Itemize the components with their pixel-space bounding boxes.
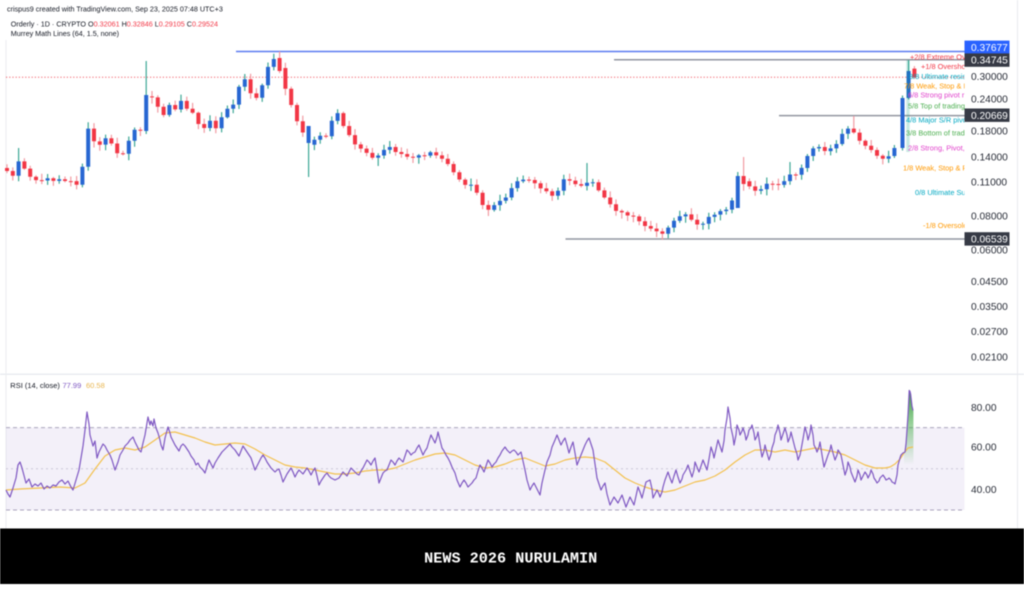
svg-text:0.06539: 0.06539 xyxy=(971,235,1008,246)
svg-text:+1/8 Overshoot: +1/8 Overshoot xyxy=(921,62,972,71)
svg-text:0.08000: 0.08000 xyxy=(971,212,1008,223)
svg-text:0.24000: 0.24000 xyxy=(971,94,1008,105)
svg-text:0/8 Ultimate Support: 0/8 Ultimate Support xyxy=(915,188,982,197)
svg-text:NEWS 2026 NURULAMIN: NEWS 2026 NURULAMIN xyxy=(424,550,597,568)
svg-text:4/8 Major S/R pivot: 4/8 Major S/R pivot xyxy=(906,116,969,125)
svg-text:7/8 Weak, Stop & Reverse: 7/8 Weak, Stop & Reverse xyxy=(904,82,991,91)
svg-text:40.00: 40.00 xyxy=(971,485,997,496)
svg-text:0.02100: 0.02100 xyxy=(971,353,1008,364)
svg-text:0.37677: 0.37677 xyxy=(971,43,1008,54)
svg-text:6/8 Strong pivot reverse: 6/8 Strong pivot reverse xyxy=(908,91,986,100)
svg-text:-1/8 Oversold: -1/8 Oversold xyxy=(923,221,967,230)
svg-text:2/8 Strong, Pivot, Reverse: 2/8 Strong, Pivot, Reverse xyxy=(908,144,994,153)
svg-text:crispus9 created with TradingV: crispus9 created with TradingView.com, S… xyxy=(7,5,223,14)
svg-text:80.00: 80.00 xyxy=(971,403,997,414)
svg-text:RSI (14, close): RSI (14, close) xyxy=(10,381,60,390)
svg-text:0.30000: 0.30000 xyxy=(971,72,1008,83)
svg-text:1/8 Weak, Stop & Reverse: 1/8 Weak, Stop & Reverse xyxy=(903,164,990,173)
svg-text:0.04500: 0.04500 xyxy=(971,277,1008,288)
svg-text:0.11000: 0.11000 xyxy=(971,177,1007,188)
svg-text:0.02700: 0.02700 xyxy=(971,327,1008,338)
svg-text:0.14000: 0.14000 xyxy=(971,153,1008,164)
svg-text:Murrey Math Lines (64, 1.5, no: Murrey Math Lines (64, 1.5, none) xyxy=(11,29,119,38)
svg-text:60.00: 60.00 xyxy=(971,443,997,454)
svg-text:8/8 Ultimate resistance: 8/8 Ultimate resistance xyxy=(909,72,984,81)
svg-text:0.18000: 0.18000 xyxy=(971,126,1008,137)
svg-text:0.06000: 0.06000 xyxy=(971,245,1008,256)
svg-text:77.99: 77.99 xyxy=(63,381,82,390)
svg-text:+2/8 Extreme Overshoot: +2/8 Extreme Overshoot xyxy=(910,53,990,62)
svg-text:0.03500: 0.03500 xyxy=(971,302,1008,313)
svg-text:0.20669: 0.20669 xyxy=(971,111,1008,122)
svg-text:Orderly · 1D · CRYPTO O0.3206: Orderly · 1D · CRYPTO O0.32061 H0.32846 … xyxy=(11,19,218,28)
svg-text:60.58: 60.58 xyxy=(86,381,105,390)
svg-text:3/8 Bottom of trading: 3/8 Bottom of trading xyxy=(906,129,975,138)
svg-text:5/8 Top of trading range: 5/8 Top of trading range xyxy=(908,102,986,111)
svg-text:0.34745: 0.34745 xyxy=(971,56,1008,67)
